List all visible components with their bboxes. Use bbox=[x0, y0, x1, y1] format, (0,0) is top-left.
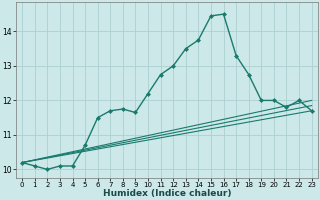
X-axis label: Humidex (Indice chaleur): Humidex (Indice chaleur) bbox=[103, 189, 231, 198]
